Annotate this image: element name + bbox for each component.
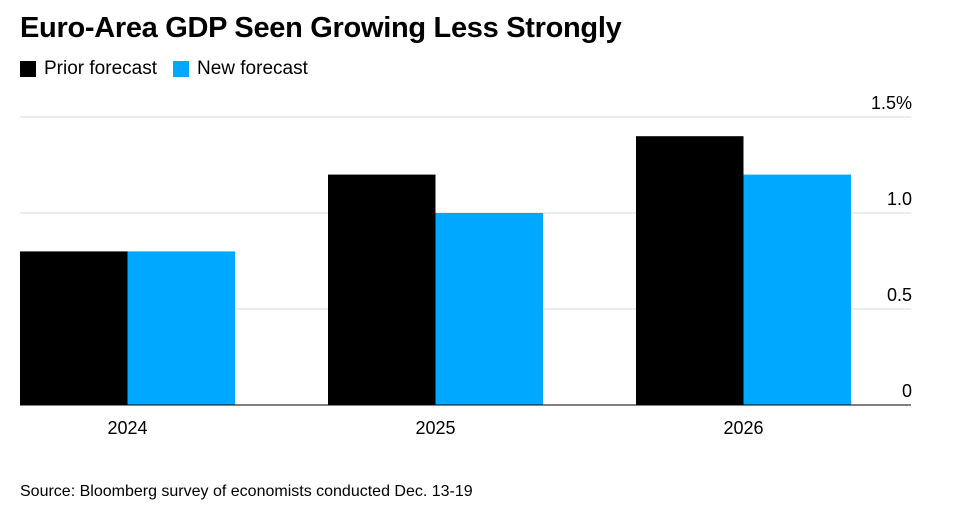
y-tick-label: 1.0 — [887, 189, 912, 209]
bar-chart: 0 0.5 1.0 1.5% 2024 2025 2026 — [20, 93, 912, 438]
y-tick-label: 1.5% — [871, 93, 912, 113]
legend-label-new: New forecast — [196, 58, 308, 79]
y-tick-label: 0.5 — [887, 285, 912, 305]
legend-item-prior: Prior forecast — [20, 58, 157, 80]
x-tick-label: 2025 — [415, 418, 455, 438]
bar-prior-2024 — [20, 251, 128, 405]
legend-item-new: New forecast — [172, 58, 308, 80]
bar-new-2025 — [435, 213, 543, 405]
legend: Prior forecast New forecast — [20, 58, 324, 80]
x-tick-label: 2026 — [723, 418, 763, 438]
chart-title: Euro-Area GDP Seen Growing Less Strongly — [20, 12, 622, 44]
bar-prior-2026 — [636, 136, 744, 405]
x-tick-label: 2024 — [107, 418, 147, 438]
source-note: Source: Bloomberg survey of economists c… — [20, 483, 473, 500]
legend-swatch-new — [172, 61, 189, 77]
legend-label-prior: Prior forecast — [44, 58, 157, 79]
bar-new-2024 — [127, 251, 235, 405]
bar-new-2026 — [743, 174, 851, 405]
legend-swatch-prior — [20, 61, 36, 77]
bar-prior-2025 — [328, 174, 436, 405]
y-tick-label: 0 — [902, 381, 912, 401]
